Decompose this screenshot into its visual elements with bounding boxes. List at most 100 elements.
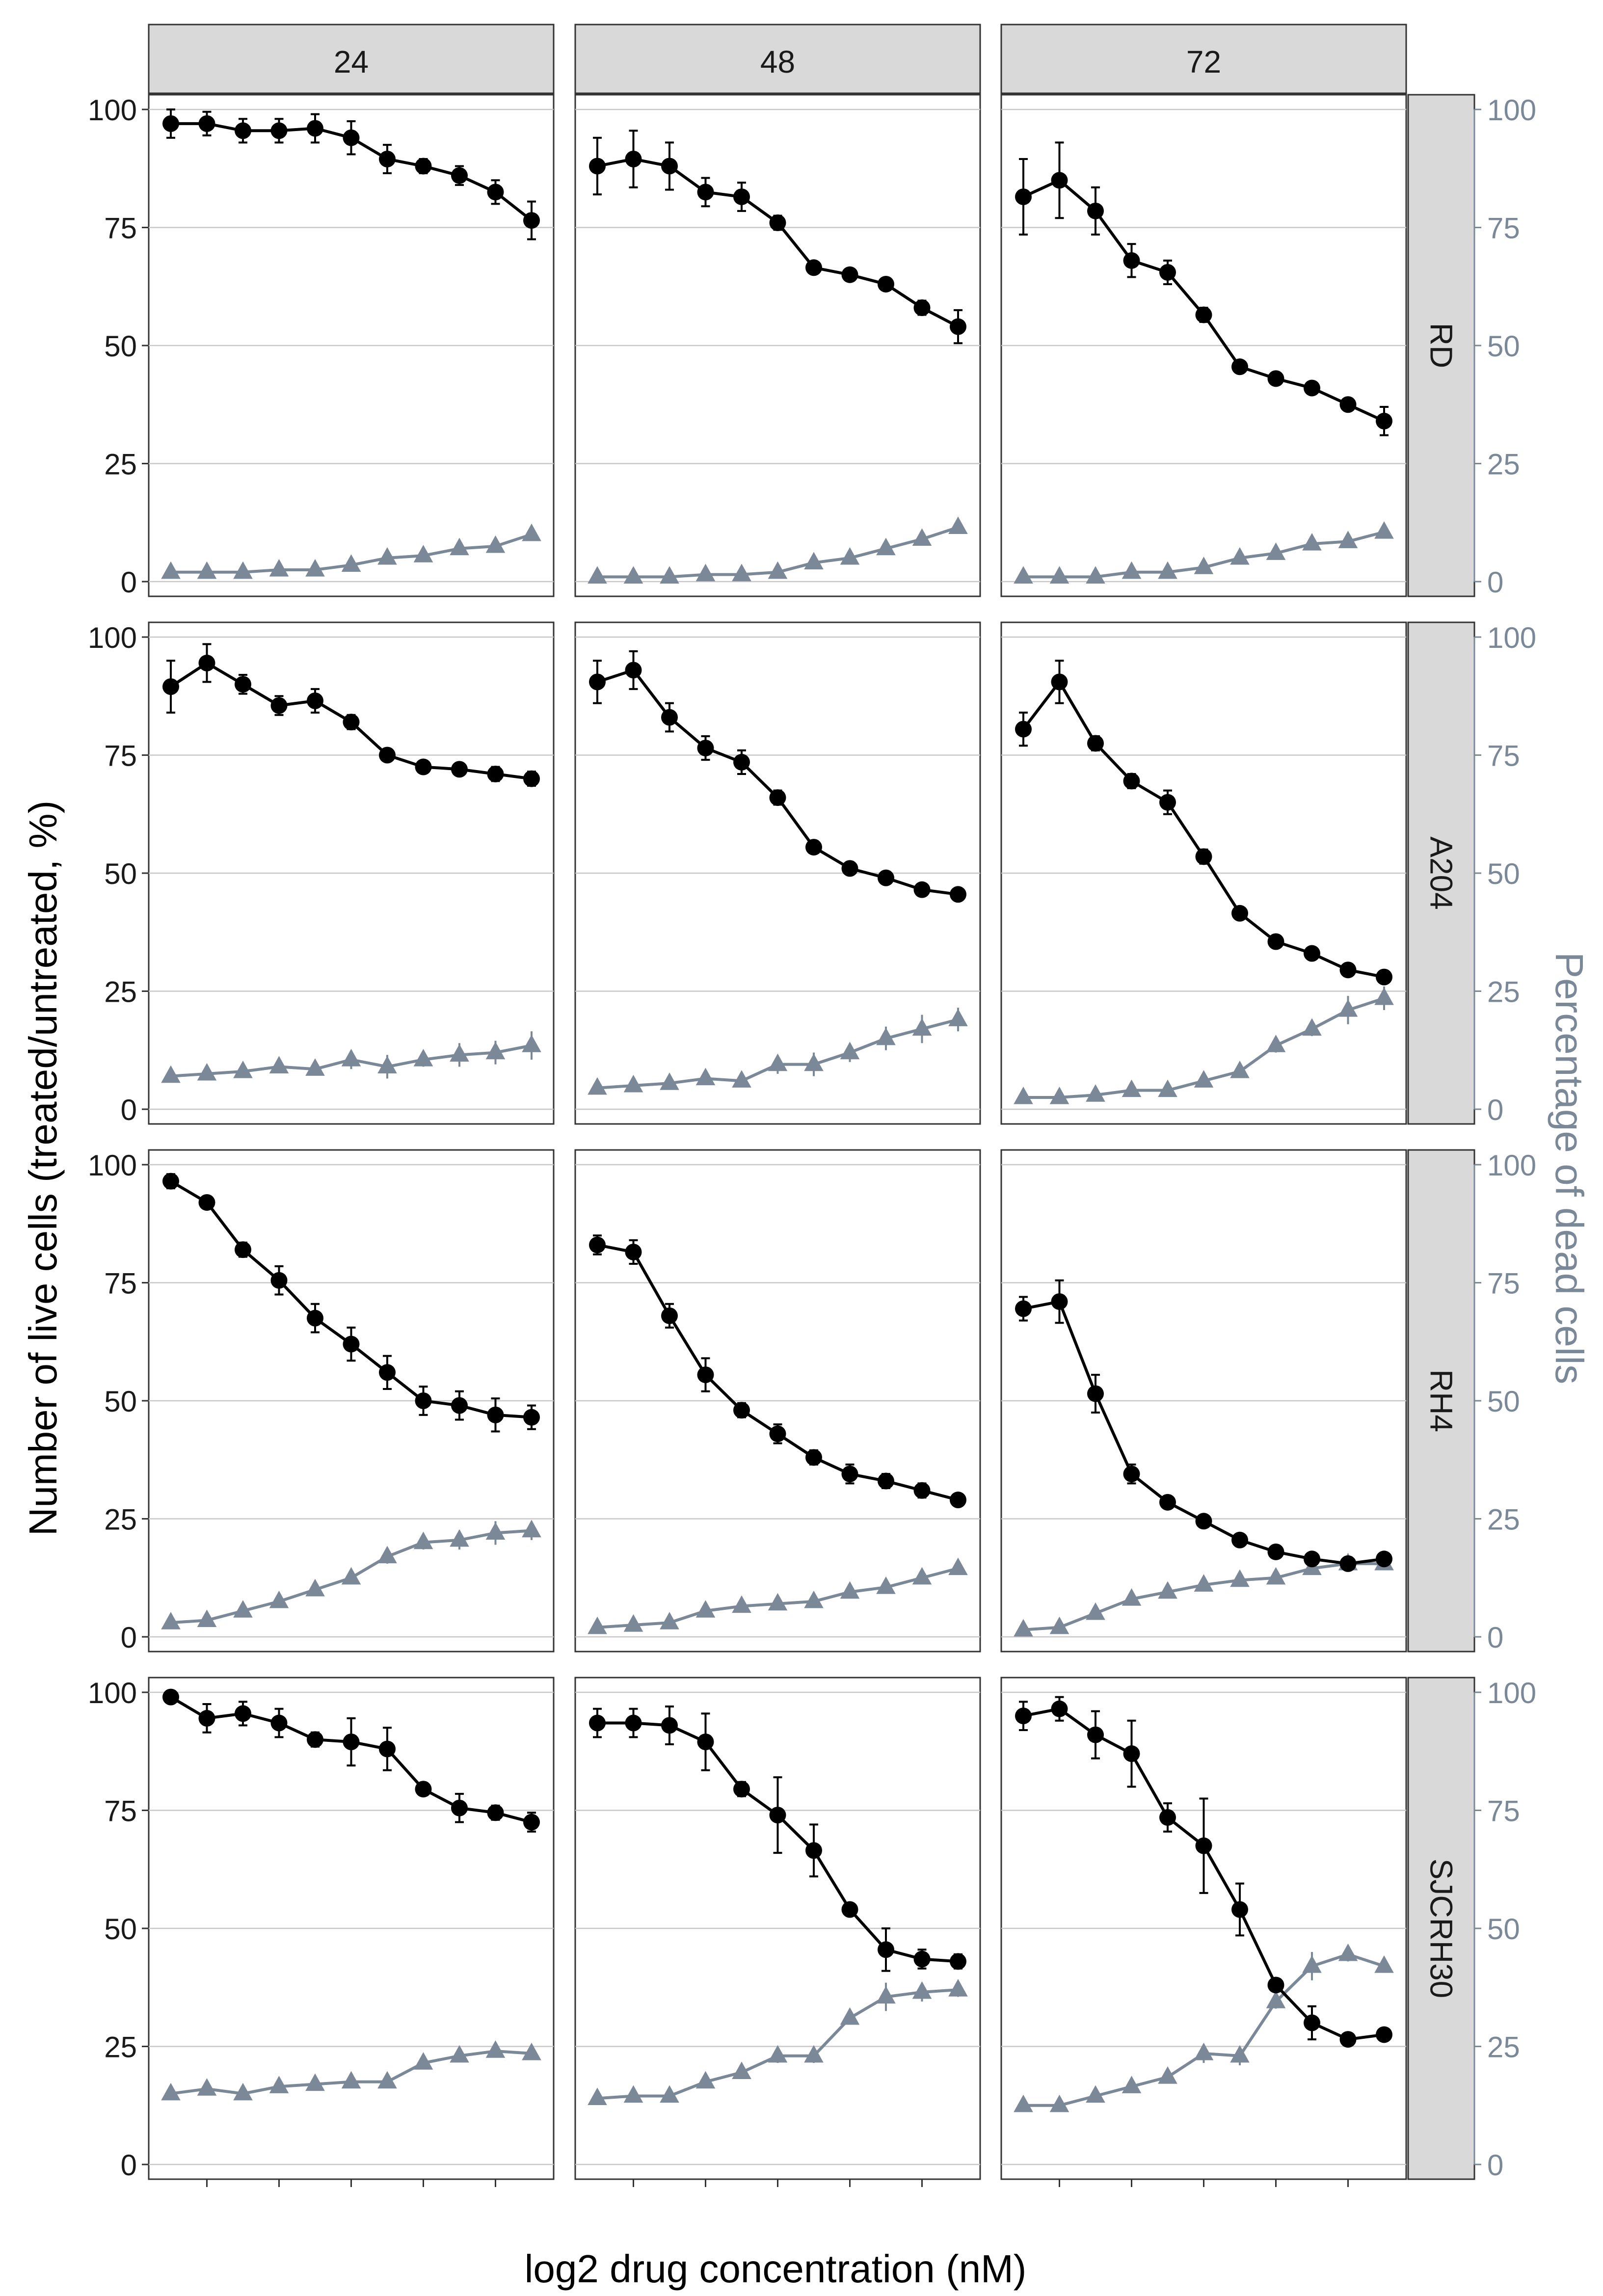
data-point-dead	[768, 1593, 788, 1611]
data-point-live	[1087, 1726, 1104, 1743]
data-point-live	[625, 1714, 642, 1732]
data-point-live	[162, 115, 179, 132]
data-point-dead	[522, 1520, 541, 1538]
data-point-dead	[804, 552, 824, 570]
data-point-live	[307, 120, 323, 137]
data-point-dead	[1266, 542, 1286, 560]
data-point-live	[1376, 2026, 1392, 2043]
y-right-tick-label: 0	[1487, 2149, 1503, 2182]
data-point-dead	[912, 528, 932, 546]
data-point-dead	[876, 1986, 896, 2004]
data-point-dead	[1302, 1955, 1322, 1973]
data-point-live	[1231, 1531, 1248, 1548]
data-point-dead	[1014, 1619, 1033, 1637]
y-right-tick-label: 25	[1487, 1503, 1520, 1536]
data-point-dead	[588, 1616, 607, 1634]
data-point-dead	[1122, 1588, 1142, 1606]
data-point-dead	[912, 1981, 932, 1999]
y-right-tick-label: 75	[1487, 212, 1520, 245]
data-point-live	[805, 259, 822, 276]
data-point-live	[950, 1492, 966, 1509]
panel-RD-48	[574, 94, 981, 597]
y-left-tick-label: 75	[104, 740, 137, 773]
data-point-dead	[948, 1557, 968, 1575]
data-point-dead	[269, 2076, 289, 2093]
data-point-dead	[1302, 533, 1322, 551]
data-point-live	[733, 1402, 750, 1419]
data-point-live	[415, 1781, 432, 1798]
data-point-dead	[377, 547, 397, 565]
data-point-live	[451, 761, 468, 778]
data-point-live	[379, 1364, 396, 1381]
data-point-live	[1376, 968, 1392, 986]
data-point-live	[162, 1688, 179, 1706]
data-point-live	[487, 765, 504, 782]
data-point-live	[1051, 673, 1068, 691]
data-point-dead	[768, 1053, 788, 1071]
data-point-dead	[1086, 566, 1105, 584]
y-right-tick-label: 100	[1487, 94, 1536, 127]
data-point-live	[661, 158, 678, 175]
data-point-live	[1195, 1513, 1212, 1530]
data-point-dead	[413, 1531, 433, 1549]
data-point-live	[841, 1466, 858, 1483]
data-point-dead	[377, 2071, 397, 2089]
data-point-dead	[660, 566, 679, 584]
data-point-dead	[1338, 531, 1358, 548]
data-point-dead	[1194, 557, 1214, 574]
data-point-live	[1267, 370, 1284, 387]
y-left-tick-label: 0	[121, 566, 137, 599]
data-point-dead	[1014, 566, 1033, 584]
data-point-live	[343, 1734, 360, 1751]
data-point-dead	[1374, 987, 1394, 1005]
data-point-dead	[305, 2073, 325, 2091]
data-point-live	[1159, 794, 1176, 811]
data-point-dead	[1194, 2042, 1214, 2060]
data-point-dead	[1049, 2094, 1069, 2112]
y-right-tick-label: 75	[1487, 740, 1520, 773]
y-left-tick-label: 0	[121, 2149, 137, 2182]
data-point-live	[415, 758, 432, 775]
y-right-tick-label: 50	[1487, 1913, 1520, 1946]
data-point-live	[451, 167, 468, 184]
data-point-live	[235, 676, 251, 693]
data-point-dead	[588, 1077, 607, 1095]
y-right-tick-label: 0	[1487, 1094, 1503, 1126]
data-point-dead	[305, 559, 325, 577]
data-point-live	[162, 678, 179, 695]
y-right-tick-label: 100	[1487, 1677, 1536, 1709]
y-right-tick-label: 50	[1487, 857, 1520, 890]
y-left-tick-label: 0	[121, 1094, 137, 1126]
data-point-dead	[413, 1048, 433, 1067]
data-point-live	[198, 1194, 215, 1211]
data-point-dead	[450, 1044, 469, 1062]
data-point-live	[878, 275, 894, 293]
data-point-live	[913, 299, 931, 317]
y-right-tick-label: 100	[1487, 621, 1536, 654]
y-axis-left-title: Number of live cells (treated/untreated,…	[21, 801, 65, 1536]
data-point-dead	[1086, 1084, 1105, 1102]
data-point-live	[1051, 1700, 1068, 1717]
data-point-live	[1195, 848, 1212, 865]
data-point-dead	[341, 554, 361, 572]
data-point-live	[379, 151, 396, 168]
data-point-live	[1267, 933, 1284, 950]
data-point-live	[198, 115, 215, 132]
y-left-tick-label: 75	[104, 212, 137, 245]
data-point-live	[343, 1335, 360, 1353]
data-point-dead	[804, 1590, 824, 1608]
data-point-dead	[768, 561, 788, 579]
data-point-live	[950, 318, 966, 335]
data-point-live	[1304, 1550, 1320, 1568]
row-strip-label: RD	[1424, 323, 1459, 368]
data-point-dead	[1158, 2066, 1177, 2084]
data-point-live	[1159, 1809, 1176, 1826]
data-point-dead	[1266, 1991, 1286, 2008]
data-point-live	[1051, 172, 1068, 189]
data-point-live	[589, 158, 606, 175]
data-point-live	[523, 770, 540, 787]
row-strip-RH4	[1407, 1149, 1475, 1653]
data-point-dead	[1194, 1070, 1214, 1088]
data-point-live	[769, 789, 786, 806]
y-right-tick-label: 25	[1487, 976, 1520, 1009]
